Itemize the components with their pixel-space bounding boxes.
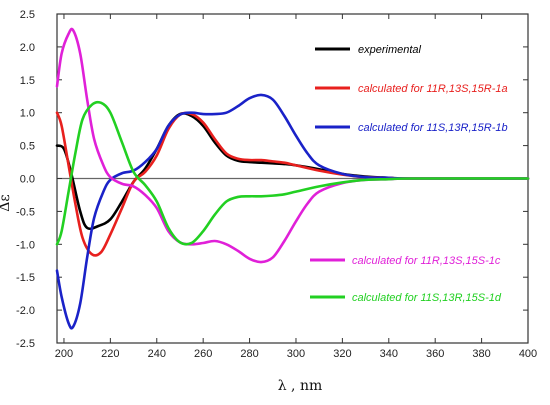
legend: experimental calculated for 11R,13S,15R-… bbox=[310, 44, 508, 304]
x-tick-label: 400 bbox=[519, 348, 537, 360]
series-line-1c bbox=[55, 27, 530, 264]
x-tick-label: 200 bbox=[55, 348, 73, 360]
x-axis-label: λ , nm bbox=[278, 378, 323, 394]
legend-label-1c: calculated for 11R,13S,15S-1c bbox=[352, 255, 501, 267]
legend-label-1b: calculated for 11S,13R,15R-1b bbox=[358, 122, 508, 134]
x-tick-label: 240 bbox=[148, 348, 166, 360]
x-tick-label: 380 bbox=[472, 348, 490, 360]
series-line-1b bbox=[55, 93, 530, 330]
plot-area: 200 220 240 260 280 300 320 340 360 380 400 -2.5 -2.… bbox=[16, 9, 537, 360]
legend-label-experimental: experimental bbox=[358, 44, 422, 56]
y-tick-label: -2.5 bbox=[16, 338, 35, 350]
y-axis-label: Δε bbox=[0, 194, 13, 211]
series-line-1d bbox=[55, 100, 530, 246]
x-tick-label: 320 bbox=[333, 348, 351, 360]
y-tick-label: 1.0 bbox=[20, 108, 35, 120]
x-tick-label: 220 bbox=[101, 348, 119, 360]
x-tick-label: 340 bbox=[380, 348, 398, 360]
y-tick-label: -1.0 bbox=[16, 239, 35, 251]
x-tick-label: 280 bbox=[240, 348, 258, 360]
y-tick-label: -0.5 bbox=[16, 206, 35, 218]
y-tick-label: 0.0 bbox=[20, 174, 35, 186]
legend-label-1d: calculated for 11S,13R,15S-1d bbox=[352, 292, 502, 304]
y-tick-label: 1.5 bbox=[20, 75, 35, 87]
x-tick-label: 260 bbox=[194, 348, 212, 360]
y-tick-label: 2.5 bbox=[20, 9, 35, 21]
y-tick-label: -2.0 bbox=[16, 305, 35, 317]
legend-label-1a: calculated for 11R,13S,15R-1a bbox=[358, 83, 508, 95]
series-line-1a bbox=[55, 111, 530, 257]
y-tick-label: -1.5 bbox=[16, 272, 35, 284]
y-tick-label: 2.0 bbox=[20, 42, 35, 54]
x-tick-label: 300 bbox=[287, 348, 305, 360]
x-tick-label: 360 bbox=[426, 348, 444, 360]
y-tick-label: 0.5 bbox=[20, 141, 35, 153]
